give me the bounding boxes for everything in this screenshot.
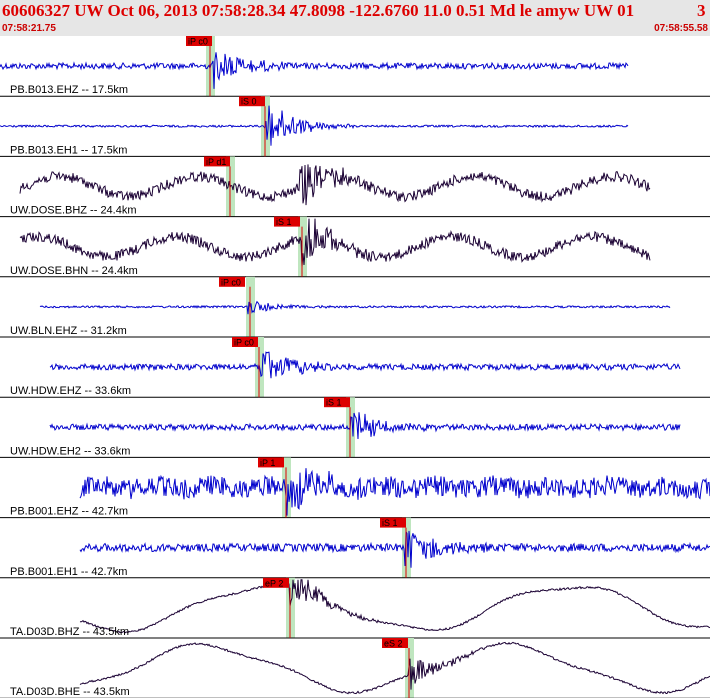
- pick-label: iP d1: [206, 157, 226, 167]
- pick-marker: iP c0: [232, 337, 260, 398]
- pick-marker: iS 1: [324, 397, 351, 458]
- pick-box: [324, 397, 350, 408]
- pick-marker: iS 1: [380, 517, 407, 578]
- trace-5: iP c0 UW.BLN.EHZ -- 31.2km: [0, 276, 710, 338]
- waveform: [0, 105, 629, 146]
- pick-box: [204, 156, 230, 167]
- station-label: TA.D03D.BHZ -- 43.5km: [10, 626, 129, 638]
- pick-marker: iS 0: [239, 96, 266, 157]
- station-label: PB.B001.EH1 -- 42.7km: [10, 566, 127, 578]
- pick-label: eS 2: [384, 639, 403, 649]
- end-time-label: 07:58:55.58: [654, 23, 708, 34]
- waveform: [19, 218, 651, 267]
- start-time-label: 07:58:21.75: [2, 23, 56, 34]
- waveform: [49, 412, 681, 440]
- event-header: 60606327 UW Oct 06, 2013 07:58:28.34 47.…: [0, 0, 710, 36]
- waveform: [39, 300, 671, 315]
- event-title-overflow: 3: [697, 1, 706, 20]
- pick-box: [239, 96, 265, 107]
- station-label: TA.D03D.BHE -- 43.5km: [10, 686, 130, 698]
- pick-box: [219, 276, 245, 287]
- trace-2: iS 0 PB.B013.EH1 -- 17.5km: [0, 96, 710, 157]
- pick-label: iP 1: [260, 458, 275, 468]
- trace-9: iS 1 PB.B001.EH1 -- 42.7km: [0, 517, 710, 579]
- waveform: [49, 351, 681, 379]
- station-label: UW.DOSE.BHZ -- 24.4km: [10, 205, 137, 217]
- trace-7: iS 1 UW.HDW.EH2 -- 33.6km: [0, 397, 710, 458]
- waveform: [0, 52, 629, 89]
- station-label: PB.B001.EHZ -- 42.7km: [10, 506, 128, 518]
- waveform: [79, 641, 710, 695]
- station-label: UW.HDW.EHZ -- 33.6km: [10, 385, 131, 397]
- waveform: [79, 579, 710, 634]
- pick-label: iS 1: [382, 518, 398, 528]
- pick-marker: iP c0: [219, 276, 251, 337]
- waveform: [79, 468, 710, 516]
- trace-6: iP c0 UW.HDW.EHZ -- 33.6km: [0, 337, 710, 398]
- pick-marker: eS 2: [382, 638, 410, 698]
- pick-box: [232, 337, 258, 347]
- pick-box: [274, 216, 300, 227]
- pick-box: [380, 517, 406, 528]
- station-label: UW.BLN.EHZ -- 31.2km: [10, 325, 127, 337]
- pick-box: [186, 36, 212, 46]
- pick-marker: iP 1: [258, 457, 287, 518]
- pick-box: [263, 577, 289, 588]
- trace-8: iP 1 PB.B001.EHZ -- 42.7km: [0, 457, 710, 519]
- trace-11: eS 2 TA.D03D.BHE -- 43.5km: [0, 638, 710, 698]
- pick-label: iP c0: [188, 37, 208, 47]
- pick-marker: iP d1: [204, 156, 231, 217]
- pick-marker: iS 1: [274, 216, 303, 277]
- trace-1: iP c0 PB.B013.EHZ -- 17.5km: [0, 36, 710, 97]
- pick-label: iS 1: [326, 398, 342, 408]
- seismogram-panel[interactable]: iP c0 PB.B013.EHZ -- 17.5km iS 0 PB.B013.EH…: [0, 36, 710, 698]
- pick-marker: iP c0: [186, 36, 212, 97]
- pick-label: eP 2: [265, 578, 283, 588]
- trace-4: iS 1 UW.DOSE.BHN -- 24.4km: [0, 216, 710, 278]
- event-title: 60606327 UW Oct 06, 2013 07:58:28.34 47.…: [2, 1, 635, 20]
- station-label: UW.DOSE.BHN -- 24.4km: [10, 265, 138, 277]
- station-label: PB.B013.EH1 -- 17.5km: [10, 144, 127, 156]
- waveform: [79, 530, 710, 568]
- trace-10: eP 2 TA.D03D.BHZ -- 43.5km: [0, 577, 710, 639]
- pick-marker: eP 2: [263, 577, 291, 638]
- waveform: [19, 164, 651, 206]
- trace-3: iP d1 UW.DOSE.BHZ -- 24.4km: [0, 156, 710, 218]
- pick-label: iS 1: [276, 217, 292, 227]
- pick-label: iP c0: [234, 338, 254, 348]
- station-label: PB.B013.EHZ -- 17.5km: [10, 84, 128, 96]
- pick-box: [258, 457, 284, 468]
- station-label: UW.HDW.EH2 -- 33.6km: [10, 445, 130, 457]
- pick-label: iS 0: [241, 97, 257, 107]
- pick-box: [382, 638, 408, 648]
- pick-label: iP c0: [221, 277, 241, 287]
